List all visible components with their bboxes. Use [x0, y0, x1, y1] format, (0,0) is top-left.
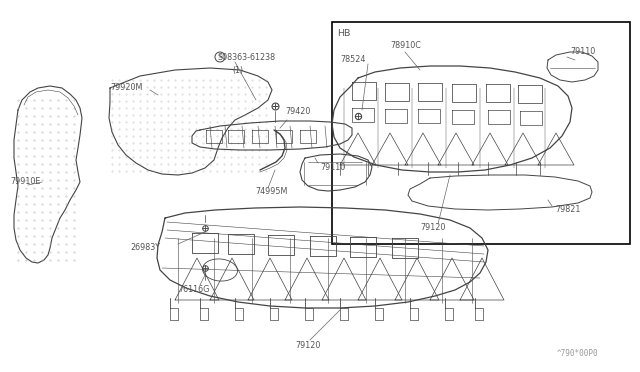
Bar [332, 22, 630, 244]
Text: S: S [218, 55, 221, 60]
Text: 78524: 78524 [340, 55, 365, 64]
Text: 79120: 79120 [295, 340, 321, 350]
Text: 79120: 79120 [420, 224, 445, 232]
Text: 79821: 79821 [555, 205, 580, 215]
Text: (1): (1) [232, 65, 243, 74]
Text: ^790*00P0: ^790*00P0 [556, 349, 598, 358]
Text: 79910E: 79910E [10, 177, 40, 186]
Text: 79920M: 79920M [110, 83, 142, 93]
Ellipse shape [202, 259, 237, 281]
Text: HB: HB [337, 29, 350, 38]
Text: 79420: 79420 [285, 108, 310, 116]
Text: 78910C: 78910C [390, 42, 421, 51]
Text: 79110: 79110 [320, 164, 345, 173]
Text: 74995M: 74995M [255, 187, 287, 196]
Text: 76116G: 76116G [178, 285, 209, 295]
Text: 79110: 79110 [570, 48, 595, 57]
Text: S08363-61238: S08363-61238 [218, 52, 276, 61]
Text: 26983Y: 26983Y [130, 244, 160, 253]
